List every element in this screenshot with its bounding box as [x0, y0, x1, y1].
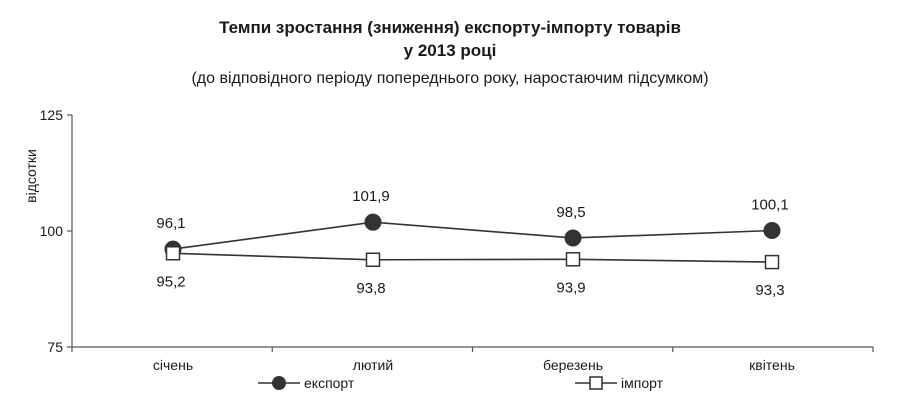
legend-label: експорт: [304, 375, 355, 391]
data-point-import: [764, 254, 780, 270]
x-tick-label: січень: [153, 357, 193, 373]
data-point-export: [364, 213, 382, 231]
chart-axes: 75 100 125 січень лютий березень квітень відсот…: [23, 107, 874, 373]
chart-legend: експорт імпорт: [258, 375, 664, 391]
data-label: 95,2: [156, 273, 185, 290]
data-label: 93,8: [356, 280, 385, 297]
y-tick-label: 100: [40, 223, 64, 239]
y-tick-label: 75: [47, 339, 63, 355]
data-point-export: [564, 229, 582, 247]
data-label: 100,1: [751, 197, 789, 214]
y-axis-title: відсотки: [23, 149, 39, 203]
series-line-1: [172, 252, 773, 263]
data-label: 96,1: [156, 215, 185, 232]
y-tick-label: 125: [40, 107, 64, 123]
chart-subtitle: (до відповідного періоду попереднього ро…: [191, 70, 709, 87]
chart-title-line-1: Темпи зростання (зниження) експорту-імпо…: [219, 18, 681, 37]
data-label: 93,9: [556, 279, 585, 296]
data-label: 98,5: [556, 204, 585, 221]
x-tick-label: березень: [543, 357, 603, 373]
data-point-import: [165, 246, 181, 261]
x-tick-label: лютий: [353, 357, 393, 373]
series-line-0: [172, 221, 773, 250]
data-label: 93,3: [755, 282, 784, 299]
chart-series: [164, 213, 781, 270]
data-point-import: [565, 252, 581, 267]
data-point-import: [365, 252, 381, 268]
legend-marker-import: [589, 376, 603, 390]
data-point-export: [763, 222, 781, 240]
legend-marker-export: [272, 376, 286, 390]
chart-data-labels: 96,1 101,9 98,5 100,1 95,2 93,8 93,9 93,3: [156, 188, 788, 299]
chart-title-line-2: у 2013 році: [403, 41, 497, 60]
x-tick-label: квітень: [749, 357, 795, 373]
data-label: 101,9: [352, 188, 390, 205]
legend-label: імпорт: [621, 375, 664, 391]
